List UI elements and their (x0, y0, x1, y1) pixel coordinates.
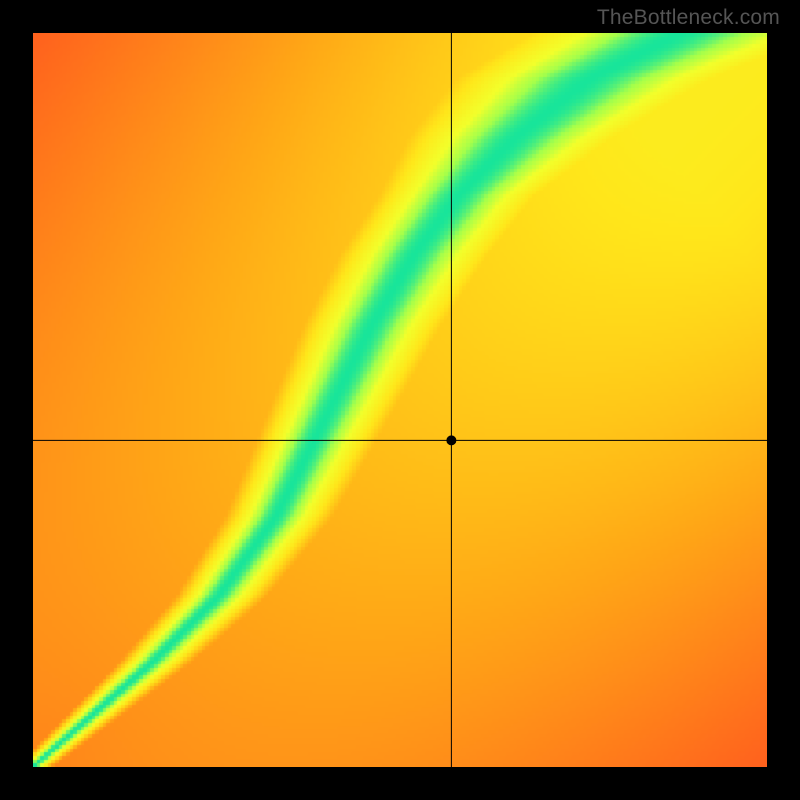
chart-container: TheBottleneck.com (0, 0, 800, 800)
watermark-text: TheBottleneck.com (597, 6, 780, 30)
heatmap-canvas (33, 33, 767, 767)
plot-frame (33, 33, 767, 767)
